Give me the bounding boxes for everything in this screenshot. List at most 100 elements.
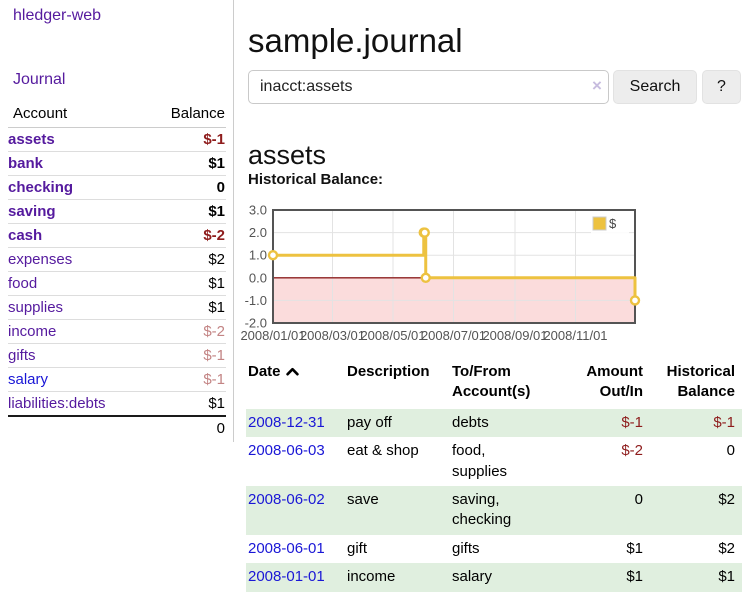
account-row: cash $-2: [8, 224, 226, 248]
sidebar-divider: [233, 0, 234, 442]
account-row: salary $-1: [8, 368, 226, 392]
account-balance: $1: [117, 152, 226, 176]
sidebar-account-link[interactable]: food: [8, 275, 37, 292]
transaction-description: eat & shop: [345, 437, 450, 486]
account-balance: $-1: [117, 368, 226, 392]
account-balance: $1: [117, 272, 226, 296]
transaction-accounts: saving, checking: [450, 486, 552, 535]
sidebar-account-link[interactable]: checking: [8, 179, 73, 196]
sidebar-account-link[interactable]: salary: [8, 371, 48, 388]
account-balance: $-2: [117, 224, 226, 248]
transaction-accounts: debts: [450, 409, 552, 437]
accounts-total-spacer: [8, 416, 117, 440]
account-row: gifts $-1: [8, 344, 226, 368]
register-header-description: Description: [345, 360, 450, 409]
register-header-historical: Historical Balance: [643, 360, 742, 409]
transaction-accounts: food, supplies: [450, 437, 552, 486]
register-header-date[interactable]: Date: [246, 360, 345, 409]
transaction-accounts: gifts: [450, 535, 552, 563]
y-tick-label: -1.0: [245, 293, 267, 308]
transaction-description: pay off: [345, 409, 450, 437]
account-row: food $1: [8, 272, 226, 296]
sidebar-account-link[interactable]: expenses: [8, 251, 72, 268]
transaction-description: income: [345, 563, 450, 591]
page-title: sample.journal: [248, 22, 463, 60]
account-row: checking 0: [8, 176, 226, 200]
accounts-header-account: Account: [8, 100, 117, 128]
register-header-date-label: Date: [248, 363, 281, 380]
accounts-total-row: 0: [8, 416, 226, 440]
help-button[interactable]: ?: [702, 70, 741, 104]
sidebar-account-link[interactable]: cash: [8, 227, 42, 244]
account-balance: 0: [117, 176, 226, 200]
clear-search-icon[interactable]: ×: [588, 77, 606, 95]
transaction-date-link[interactable]: 2008-06-03: [248, 442, 325, 459]
sort-ascending-icon: [286, 362, 299, 382]
x-tick-label: 2008/05/01: [360, 328, 425, 343]
transaction-historical-balance: $2: [643, 535, 742, 563]
data-point-marker: [421, 229, 429, 237]
transaction-amount: 0: [552, 486, 643, 535]
transaction-date-link[interactable]: 2008-06-02: [248, 491, 325, 508]
register-header-amount: Amount Out/In: [552, 360, 643, 409]
register-row[interactable]: 2008-12-31pay offdebts$-1$-1: [246, 409, 742, 437]
balance-chart: $3.02.01.00.0-1.0-2.02008/01/012008/03/0…: [240, 202, 742, 352]
sidebar-item-journal[interactable]: Journal: [13, 71, 65, 89]
transaction-date-link[interactable]: 2008-06-01: [248, 540, 325, 557]
transaction-amount: $-2: [552, 437, 643, 486]
account-row: saving $1: [8, 200, 226, 224]
x-tick-label: 2008/11/01: [543, 328, 607, 343]
transaction-amount: $1: [552, 535, 643, 563]
y-tick-label: 3.0: [249, 203, 267, 218]
legend-label: $: [609, 216, 617, 231]
account-row: assets $-1: [8, 128, 226, 152]
transaction-historical-balance: $2: [643, 486, 742, 535]
sidebar-account-link[interactable]: bank: [8, 155, 43, 172]
transaction-date-link[interactable]: 2008-12-31: [248, 414, 325, 431]
accounts-header-balance: Balance: [117, 100, 226, 128]
search-button[interactable]: Search: [613, 70, 697, 104]
account-page-title: assets: [248, 140, 326, 171]
account-row: bank $1: [8, 152, 226, 176]
transaction-amount: $1: [552, 563, 643, 591]
register-row[interactable]: 2008-01-01incomesalary$1$1: [246, 563, 742, 591]
sidebar-account-link[interactable]: liabilities:debts: [8, 395, 106, 412]
y-tick-label: 2.0: [249, 225, 267, 240]
data-point-marker: [422, 274, 430, 282]
sidebar-account-link[interactable]: assets: [8, 131, 55, 148]
transaction-description: save: [345, 486, 450, 535]
account-row: income $-2: [8, 320, 226, 344]
register-row[interactable]: 2008-06-03 eat & shopfood, supplies$-20: [246, 437, 742, 486]
account-balance: $-1: [117, 128, 226, 152]
transaction-historical-balance: $1: [643, 563, 742, 591]
legend-swatch: [593, 217, 606, 230]
account-balance: $-1: [117, 344, 226, 368]
register-table: Date Description To/From Account(s) Amou…: [246, 360, 742, 592]
register-row[interactable]: 2008-06-01 giftgifts$1$2: [246, 535, 742, 563]
transaction-amount: $-1: [552, 409, 643, 437]
sidebar-account-link[interactable]: supplies: [8, 299, 63, 316]
transaction-date-link[interactable]: 2008-01-01: [248, 568, 325, 585]
transaction-historical-balance: 0: [643, 437, 742, 486]
sidebar-account-link[interactable]: gifts: [8, 347, 36, 364]
x-tick-label: 2008/01/01: [240, 328, 305, 343]
sidebar-account-link[interactable]: income: [8, 323, 56, 340]
transaction-historical-balance: $-1: [643, 409, 742, 437]
account-row: supplies$1: [8, 296, 226, 320]
accounts-body: assets$-1bank$1checking0saving$1cash$-2e…: [8, 128, 226, 417]
account-balance: $-2: [117, 320, 226, 344]
search-input[interactable]: [248, 70, 609, 104]
y-tick-label: 1.0: [249, 248, 267, 263]
x-tick-label: 2008/07/01: [421, 328, 486, 343]
chart-svg: $3.02.01.00.0-1.0-2.02008/01/012008/03/0…: [240, 202, 742, 352]
x-tick-label: 2008/03/01: [300, 328, 365, 343]
transaction-description: gift: [345, 535, 450, 563]
transaction-accounts: salary: [450, 563, 552, 591]
sidebar-account-link[interactable]: saving: [8, 203, 56, 220]
account-row: expenses$2: [8, 248, 226, 272]
data-point-marker: [631, 296, 639, 304]
register-row[interactable]: 2008-06-02 savesaving, checking0$2: [246, 486, 742, 535]
account-balance: $1: [117, 200, 226, 224]
app-brand-link[interactable]: hledger-web: [13, 7, 101, 25]
chart-title: Historical Balance:: [248, 171, 383, 188]
